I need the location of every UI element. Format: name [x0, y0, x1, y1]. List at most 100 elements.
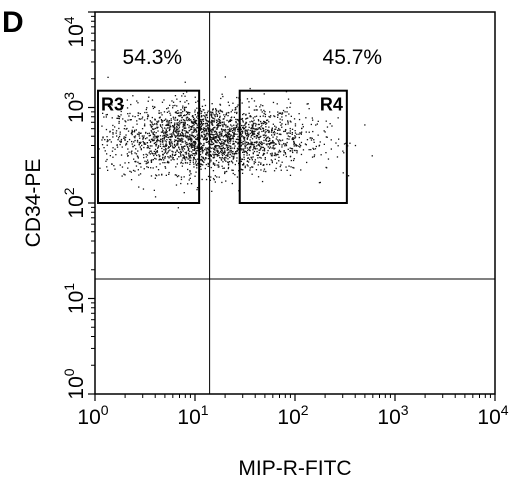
event-dot: [217, 111, 220, 113]
event-dot: [272, 101, 275, 104]
event-dot: [166, 131, 168, 133]
event-dot: [190, 119, 192, 121]
event-dot: [241, 130, 243, 132]
event-dot: [233, 154, 235, 156]
event-dot: [223, 135, 226, 137]
event-dot: [182, 135, 185, 138]
event-dot: [174, 174, 176, 176]
event-dot: [222, 125, 224, 128]
event-dot: [234, 174, 236, 176]
event-dot: [244, 124, 246, 126]
event-dot: [274, 153, 276, 155]
event-dot: [169, 122, 171, 124]
event-dot: [233, 152, 235, 155]
event-dot: [319, 141, 321, 143]
event-dot: [184, 140, 186, 142]
event-dot: [285, 143, 287, 145]
event-dot: [185, 111, 188, 113]
event-dot: [203, 133, 205, 135]
event-dot: [231, 169, 233, 171]
event-dot: [195, 158, 197, 161]
event-dot: [163, 134, 165, 136]
event-dot: [250, 134, 253, 137]
event-dot: [249, 132, 251, 135]
event-dot: [161, 128, 164, 130]
event-dot: [251, 159, 253, 161]
event-dot: [119, 164, 121, 166]
event-dot: [184, 162, 187, 164]
event-dot: [247, 134, 249, 137]
event-dot: [155, 158, 157, 160]
event-dot: [178, 112, 180, 114]
event-dot: [181, 165, 183, 167]
event-dot: [289, 127, 291, 130]
event-dot: [245, 129, 247, 131]
event-dot: [317, 134, 319, 136]
event-dot: [167, 121, 169, 123]
event-dot: [201, 131, 203, 133]
event-dot: [226, 141, 229, 143]
event-dot: [152, 139, 155, 142]
event-dot: [213, 131, 215, 133]
event-dot: [294, 144, 297, 146]
event-dot: [120, 138, 123, 141]
event-dot: [130, 179, 133, 181]
event-dot: [180, 176, 183, 178]
event-dot: [275, 154, 277, 157]
event-dot: [326, 126, 329, 128]
event-dot: [145, 153, 147, 155]
event-dot: [248, 112, 250, 114]
event-dot: [210, 141, 213, 143]
event-dot: [118, 120, 120, 123]
event-dot: [194, 111, 196, 113]
event-dot: [263, 139, 265, 142]
event-dot: [228, 120, 230, 122]
event-dot: [219, 124, 221, 127]
event-dot: [219, 120, 221, 122]
event-dot: [176, 123, 178, 125]
event-dot: [139, 113, 141, 115]
event-dot: [152, 105, 154, 108]
event-dot: [259, 128, 261, 130]
event-dot: [136, 123, 138, 125]
event-dot: [154, 141, 156, 144]
event-dot: [194, 152, 196, 155]
event-dot: [253, 136, 255, 138]
event-dot: [161, 173, 163, 175]
event-dot: [243, 113, 245, 115]
event-dot: [237, 141, 239, 143]
event-dot: [216, 155, 218, 157]
event-dot: [136, 141, 139, 143]
event-dot: [130, 119, 132, 121]
event-dot: [176, 137, 179, 139]
event-dot: [153, 142, 155, 145]
event-dot: [220, 151, 222, 154]
event-dot: [116, 117, 118, 119]
event-dot: [188, 157, 191, 159]
event-dot: [207, 163, 209, 165]
event-dot: [215, 141, 217, 143]
event-dot: [259, 145, 261, 147]
event-dot: [194, 143, 196, 146]
event-dot: [197, 148, 199, 150]
event-dot: [218, 137, 221, 139]
event-dot: [194, 120, 196, 122]
event-dot: [171, 143, 173, 145]
event-dot: [209, 138, 211, 140]
event-dot: [208, 140, 210, 142]
event-dot: [245, 144, 247, 146]
event-dot: [335, 142, 337, 144]
event-dot: [209, 111, 211, 113]
event-dot: [230, 119, 232, 122]
event-dot: [305, 144, 307, 146]
event-dot: [260, 146, 262, 148]
event-dot: [167, 107, 169, 109]
event-dot: [232, 135, 234, 137]
event-dot: [222, 152, 225, 154]
event-dot: [240, 149, 242, 151]
event-dot: [179, 148, 181, 151]
event-dot: [139, 142, 141, 144]
event-dot: [283, 142, 285, 145]
event-dot: [271, 127, 273, 129]
event-dot: [248, 154, 250, 156]
